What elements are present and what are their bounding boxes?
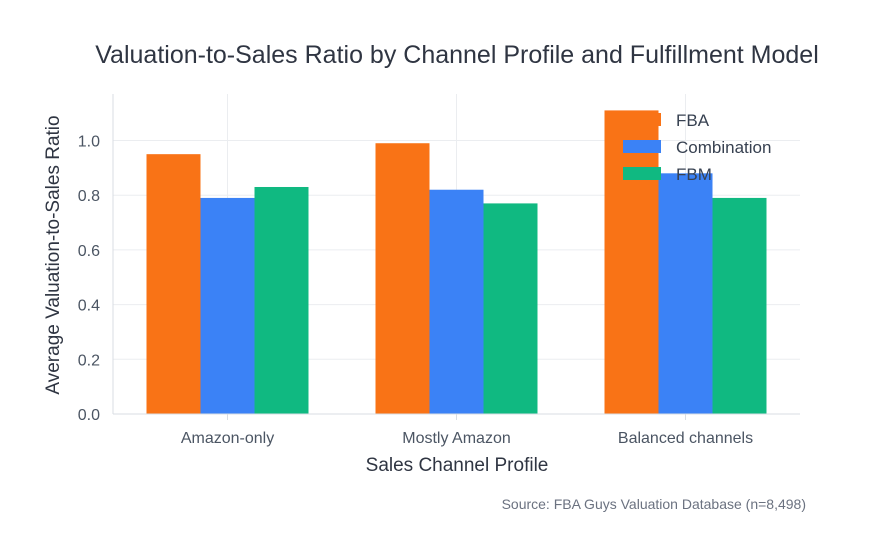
- bar-combination-1: [429, 189, 484, 414]
- x-tick-label: Balanced channels: [618, 430, 753, 447]
- x-tick-labels: Amazon-only Mostly Amazon Balanced channel…: [181, 414, 753, 447]
- legend-swatch-combination: [623, 140, 661, 153]
- y-tick-label: 0.4: [78, 298, 100, 315]
- bar-fbm-0: [254, 186, 309, 414]
- x-tick-label: Amazon-only: [181, 430, 274, 447]
- bars: [146, 110, 767, 415]
- legend-label: FBA: [676, 111, 710, 130]
- y-tick-label: 0.0: [78, 407, 100, 424]
- y-axis-label: Average Valuation-to-Sales Ratio: [43, 115, 64, 394]
- legend-swatch-fbm: [623, 167, 661, 180]
- legend-label: Combination: [676, 138, 771, 157]
- x-tick-label: Mostly Amazon: [402, 430, 510, 447]
- bar-fba-1: [375, 143, 430, 414]
- legend: FBA Combination FBM: [623, 111, 771, 184]
- bar-fba-2: [604, 110, 659, 415]
- x-axis-label: Sales Channel Profile: [366, 455, 549, 476]
- legend-swatch-fba: [623, 113, 661, 126]
- y-tick-labels: 0.0 0.2 0.4 0.6 0.8 1.0: [78, 133, 100, 424]
- bar-combination-0: [200, 197, 255, 414]
- legend-label: FBM: [676, 165, 712, 184]
- y-tick-label: 0.6: [78, 243, 100, 260]
- bar-fba-0: [146, 154, 201, 414]
- source-note: Source: FBA Guys Valuation Database (n=8…: [502, 496, 806, 512]
- y-tick-label: 0.2: [78, 352, 100, 369]
- y-tick-label: 1.0: [78, 133, 100, 150]
- y-tick-label: 0.8: [78, 188, 100, 205]
- chart-title: Valuation-to-Sales Ratio by Channel Prof…: [95, 41, 819, 69]
- bar-fbm-2: [712, 197, 767, 414]
- bar-combination-2: [658, 173, 713, 414]
- bar-fbm-1: [483, 203, 538, 414]
